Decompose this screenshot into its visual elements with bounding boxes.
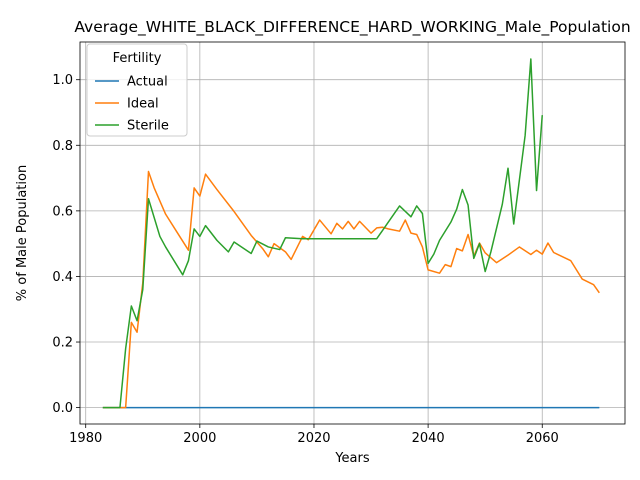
legend-title: Fertility: [113, 51, 162, 66]
axis-ticks: 1980 2000 2020 2040 2060 0.0 0.2 0.4 0.6 0.8 1.0: [52, 73, 558, 446]
chart-title: Average_WHITE_BLACK_DIFFERENCE_HARD_WORK…: [74, 18, 630, 37]
y-tick-label: 1.0: [52, 73, 73, 88]
series-line-sterile: [102, 58, 543, 409]
series-lines: [102, 58, 600, 409]
legend-label-actual: Actual: [127, 75, 168, 90]
legend-box: [86, 43, 188, 137]
x-tick-label: 2020: [297, 431, 330, 446]
legend-label-ideal: Ideal: [127, 97, 159, 112]
legend-label-sterile: Sterile: [127, 119, 169, 134]
y-tick-label: 0.6: [52, 204, 73, 219]
y-axis-title: % of Male Population: [15, 165, 30, 301]
y-tick-label: 0.8: [52, 139, 73, 154]
x-tick-label: 2040: [412, 431, 445, 446]
y-tick-label: 0.2: [52, 336, 73, 351]
x-tick-label: 1980: [69, 431, 102, 446]
x-tick-label: 2000: [183, 431, 216, 446]
y-tick-label: 0.4: [52, 270, 73, 285]
y-tick-label: 0.0: [52, 401, 73, 416]
legend: Fertility Actual Ideal Sterile: [86, 43, 188, 137]
series-line-ideal: [102, 170, 600, 409]
x-axis-title: Years: [334, 451, 370, 466]
x-tick-label: 2060: [526, 431, 559, 446]
plot-area-frame: [79, 41, 626, 425]
